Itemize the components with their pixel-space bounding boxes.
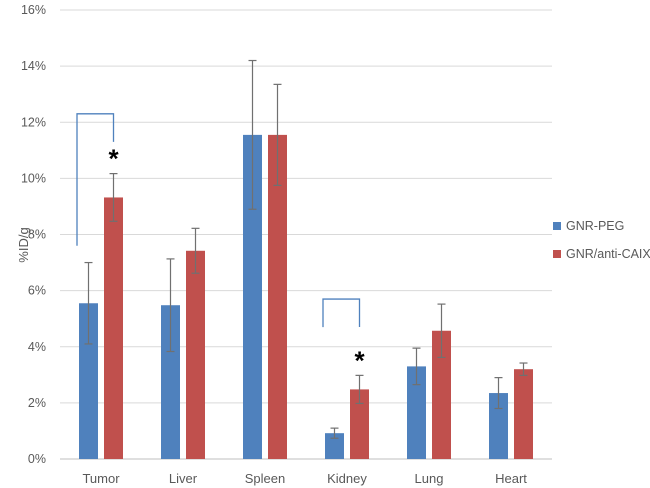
x-category-label: Kidney [327, 471, 367, 486]
error-bars [84, 59, 528, 439]
y-tick-label: 14% [21, 59, 46, 73]
bar-gnr-anti-caix-kidney [350, 389, 369, 459]
legend-label: GNR-PEG [566, 219, 624, 233]
x-category-label: Heart [495, 471, 527, 486]
y-axis-ticks: 0% 2% 4% 6% 8% 10% 12% 14% 16% [21, 3, 46, 466]
y-tick-label: 0% [28, 452, 46, 466]
bar-gnr-anti-caix-tumor [104, 197, 123, 459]
bar-gnr-anti-caix-spleen [268, 134, 287, 460]
x-axis-categories: Tumor Liver Spleen Kidney Lung Heart [82, 471, 527, 486]
significance-bracket [76, 113, 115, 246]
bar-gnr-peg-lung [407, 366, 426, 459]
bar-gnr-anti-caix-heart [514, 369, 533, 459]
bar-gnr-peg-heart [489, 393, 508, 459]
bar-gnr-peg-kidney [325, 433, 344, 459]
legend: GNR-PEG GNR/anti-CAIX [553, 219, 650, 261]
bar-gnr-peg-spleen [243, 134, 262, 460]
y-tick-label: 4% [28, 340, 46, 354]
bar-gnr-peg-tumor [79, 303, 98, 459]
bars [79, 134, 533, 460]
significance-star: * [354, 345, 365, 375]
significance-star: * [108, 144, 119, 174]
bar-gnr-peg-liver [161, 305, 180, 459]
gridlines [60, 9, 552, 460]
y-tick-label: 16% [21, 3, 46, 17]
x-category-label: Tumor [82, 471, 120, 486]
y-tick-label: 10% [21, 171, 46, 185]
y-axis-label: %ID/g [16, 227, 31, 262]
legend-swatch [553, 222, 561, 230]
x-category-label: Liver [169, 471, 198, 486]
legend-label: GNR/anti-CAIX [566, 247, 650, 261]
significance-markers: ** [76, 113, 365, 375]
legend-swatch [553, 250, 561, 258]
bar-gnr-anti-caix-lung [432, 330, 451, 459]
y-tick-label: 2% [28, 396, 46, 410]
significance-bracket [322, 298, 361, 328]
y-tick-label: 8% [28, 228, 46, 242]
y-tick-label: 6% [28, 284, 46, 298]
x-category-label: Lung [415, 471, 444, 486]
bar-gnr-anti-caix-liver [186, 250, 205, 459]
x-category-label: Spleen [245, 471, 285, 486]
y-tick-label: 12% [21, 115, 46, 129]
